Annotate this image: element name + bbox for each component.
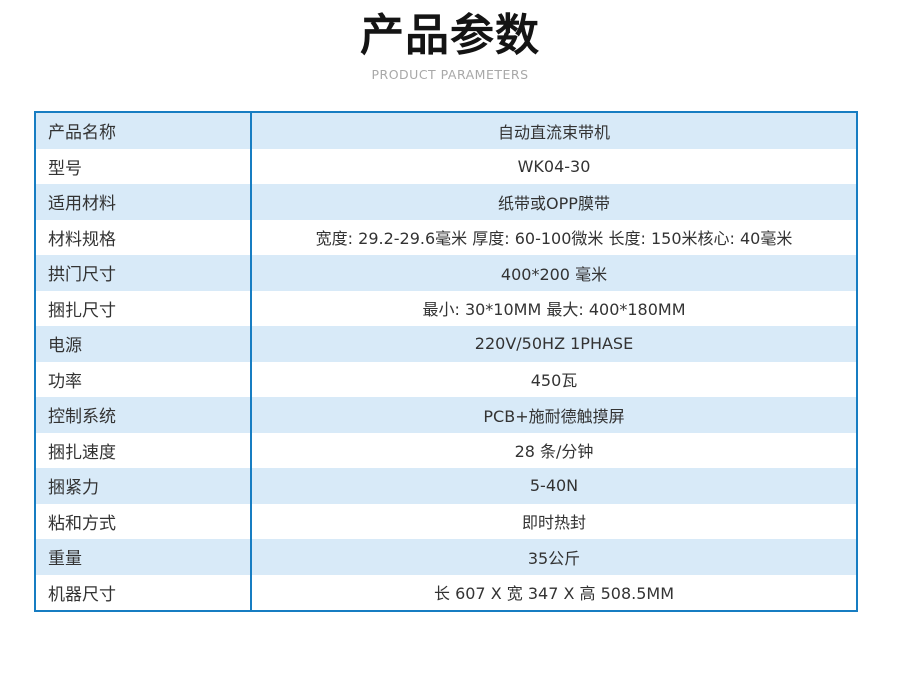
table-row: 产品名称 自动直流束带机 (36, 113, 856, 149)
table-row: 重量 35公斤 (36, 539, 856, 575)
spec-label: 型号 (36, 148, 252, 184)
spec-label: 适用材料 (36, 184, 252, 220)
spec-value: 5-40N (529, 476, 579, 496)
spec-label: 材料规格 (36, 219, 252, 255)
spec-value: 自动直流束带机 (497, 122, 610, 142)
table-row: 功率 450瓦 (36, 361, 856, 397)
page-header: 产品参数 PRODUCT PARAMETERS (0, 0, 900, 82)
table-row: 捆紧力 5-40N (36, 468, 856, 504)
spec-value: PCB+施耐德触摸屏 (483, 406, 625, 426)
table-row: 材料规格 宽度: 29.2-29.6毫米 厚度: 60-100微米 长度: 150… (36, 219, 856, 255)
spec-value: 最小: 30*10MM 最大: 400*180MM (422, 300, 686, 320)
table-row: 捆扎尺寸 最小: 30*10MM 最大: 400*180MM (36, 290, 856, 326)
table-row: 控制系统 PCB+施耐德触摸屏 (36, 397, 856, 433)
spec-value: 400*200 毫米 (500, 264, 608, 284)
spec-label: 拱门尺寸 (36, 255, 252, 291)
table-row: 电源 220V/50HZ 1PHASE (36, 326, 856, 362)
table-row: 型号 WK04-30 (36, 148, 856, 184)
table-row: 适用材料 纸带或OPP膜带 (36, 184, 856, 220)
spec-value: WK04-30 (517, 156, 591, 176)
spec-label: 粘和方式 (36, 503, 252, 539)
spec-value: 28 条/分钟 (514, 442, 594, 462)
spec-label: 产品名称 (36, 113, 252, 149)
spec-label: 功率 (36, 361, 252, 397)
spec-value: 450瓦 (530, 371, 578, 391)
page-title: 产品参数 (360, 10, 540, 61)
spec-value: 长 607 X 宽 347 X 高 508.5MM (433, 584, 675, 604)
spec-label: 控制系统 (36, 397, 252, 433)
spec-label: 机器尺寸 (36, 574, 252, 610)
spec-value: 220V/50HZ 1PHASE (474, 334, 634, 354)
spec-value: 宽度: 29.2-29.6毫米 厚度: 60-100微米 长度: 150米核心:… (315, 229, 793, 249)
product-spec-table: 产品名称 自动直流束带机型号 WK04-30 适用材料 纸带或OPP膜带材料规格 宽度: … (34, 111, 858, 612)
spec-value: 纸带或OPP膜带 (498, 193, 610, 213)
spec-label: 捆紧力 (36, 468, 252, 504)
table-row: 粘和方式 即时热封 (36, 503, 856, 539)
page-subtitle: PRODUCT PARAMETERS (371, 67, 529, 83)
table-row: 机器尺寸 长 607 X 宽 347 X 高 508.5MM (36, 574, 856, 610)
spec-label: 捆扎尺寸 (36, 290, 252, 326)
spec-label: 重量 (36, 539, 252, 575)
table-row: 拱门尺寸 400*200 毫米 (36, 255, 856, 291)
table-row: 捆扎速度 28 条/分钟 (36, 432, 856, 468)
spec-value: 35公斤 (527, 548, 581, 568)
spec-value: 即时热封 (521, 513, 586, 533)
spec-label: 电源 (36, 326, 252, 362)
spec-label: 捆扎速度 (36, 432, 252, 468)
